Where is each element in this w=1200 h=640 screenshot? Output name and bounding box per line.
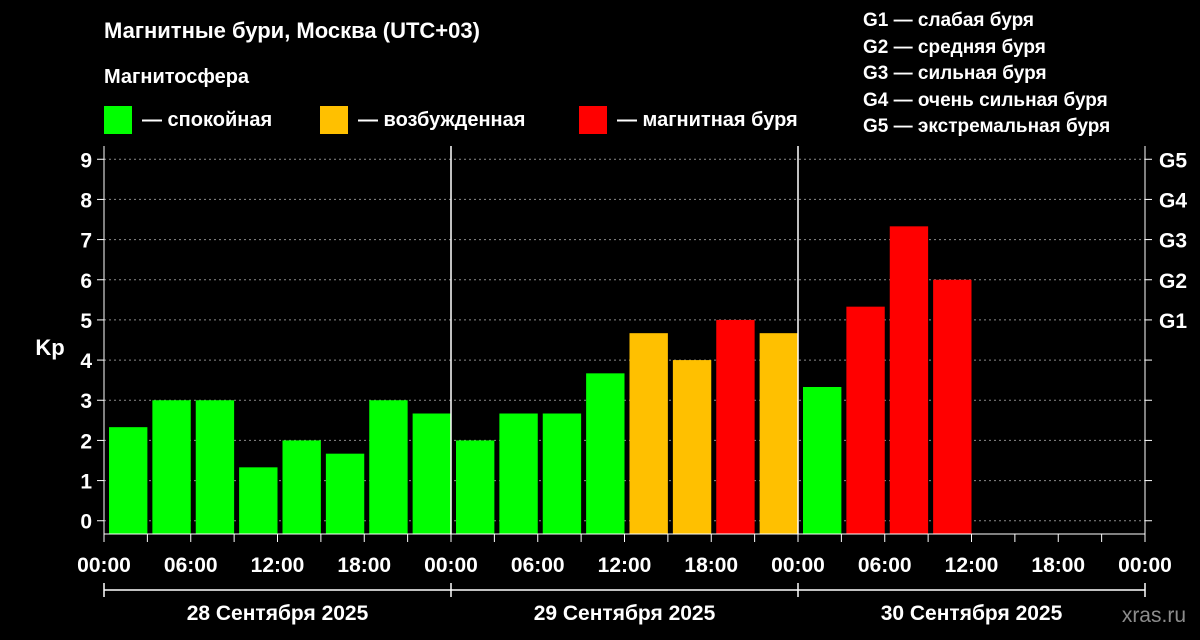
- legend-item-storm: — магнитная буря: [579, 106, 798, 134]
- kp-bar: [759, 333, 798, 534]
- storm-level-g1: G1 — слабая буря: [863, 10, 1035, 31]
- kp-bar: [456, 440, 495, 534]
- kp-bar: [499, 413, 538, 534]
- storm-level-g2: G2 — средняя буря: [863, 36, 1046, 58]
- x-tick-label: 00:00: [1118, 554, 1172, 577]
- y-tick-label: 6: [80, 270, 92, 293]
- kp-bar: [412, 413, 451, 534]
- y-tick-label: 2: [80, 430, 92, 453]
- legend-item-quiet: — спокойная: [104, 106, 272, 134]
- x-tick-label: 00:00: [424, 554, 478, 577]
- y-tick-label: 0: [80, 511, 92, 534]
- chart-title: Магнитные бури, Москва (UTC+03): [104, 18, 480, 43]
- kp-bar: [152, 400, 191, 534]
- x-tick-label: 12:00: [251, 554, 305, 577]
- kp-bar: [672, 360, 712, 534]
- x-tick-label: 06:00: [858, 554, 912, 577]
- y-tick-label: 1: [80, 471, 92, 494]
- legend-label-quiet: — спокойная: [142, 108, 273, 131]
- right-tick-label-g5: G5: [1159, 149, 1187, 172]
- storm-level-legend: G1 — слабая буря G2 — средняя буря G3 — …: [863, 8, 1110, 141]
- right-tick-label-g1: G1: [1159, 310, 1187, 333]
- right-tick-label-g3: G3: [1159, 230, 1187, 253]
- storm-level-g3: G3 — сильная буря: [863, 63, 1047, 84]
- x-tick-label: 00:00: [77, 554, 131, 577]
- kp-bar: [109, 427, 148, 534]
- y-tick-label: 9: [80, 149, 92, 172]
- x-tick-label: 00:00: [771, 554, 825, 577]
- magnetosphere-subtitle: Магнитосфера: [104, 66, 250, 88]
- date-label: 28 Сентября 2025: [187, 602, 369, 625]
- kp-bar: [369, 400, 408, 534]
- x-tick-label: 12:00: [598, 554, 652, 577]
- legend-label-storm: — магнитная буря: [617, 108, 798, 131]
- kp-bar: [803, 386, 842, 534]
- kp-bar: [933, 279, 972, 534]
- y-axis-label: Kp: [35, 335, 64, 360]
- kp-bar: [629, 333, 668, 534]
- storm-level-g4: G4 — очень сильная буря: [863, 89, 1108, 111]
- kp-bar: [889, 226, 929, 534]
- kp-bar: [542, 413, 582, 534]
- y-tick-label: 8: [80, 189, 92, 212]
- x-tick-label: 18:00: [337, 554, 391, 577]
- legend-swatch-active: [320, 106, 348, 134]
- x-tick-label: 18:00: [1031, 554, 1085, 577]
- y-tick-label: 7: [80, 230, 92, 253]
- x-tick-label: 06:00: [164, 554, 218, 577]
- kp-bar: [716, 319, 755, 534]
- kp-bar: [239, 467, 278, 534]
- kp-bar: [846, 306, 885, 534]
- watermark: xras.ru: [1121, 604, 1186, 627]
- legend-item-active: — возбужденная: [320, 106, 525, 134]
- y-tick-label: 3: [80, 390, 92, 413]
- date-label: 30 Сентября 2025: [881, 602, 1063, 625]
- x-tick-label: 06:00: [511, 554, 565, 577]
- y-tick-label: 4: [80, 350, 92, 373]
- legend-swatch-quiet: [104, 106, 132, 134]
- kp-bar: [586, 373, 625, 534]
- kp-bar: [325, 453, 365, 534]
- date-label: 29 Сентября 2025: [534, 602, 716, 625]
- legend-label-active: — возбужденная: [358, 108, 526, 131]
- kp-bar: [282, 440, 321, 534]
- storm-level-g5: G5 — экстремальная буря: [863, 116, 1111, 137]
- x-tick-label: 18:00: [684, 554, 738, 577]
- x-tick-label: 12:00: [945, 554, 999, 577]
- legend-swatch-storm: [579, 106, 607, 134]
- right-tick-label-g2: G2: [1159, 270, 1187, 293]
- y-tick-label: 5: [80, 310, 92, 333]
- kp-bar: [195, 400, 235, 534]
- right-tick-label-g4: G4: [1159, 189, 1187, 212]
